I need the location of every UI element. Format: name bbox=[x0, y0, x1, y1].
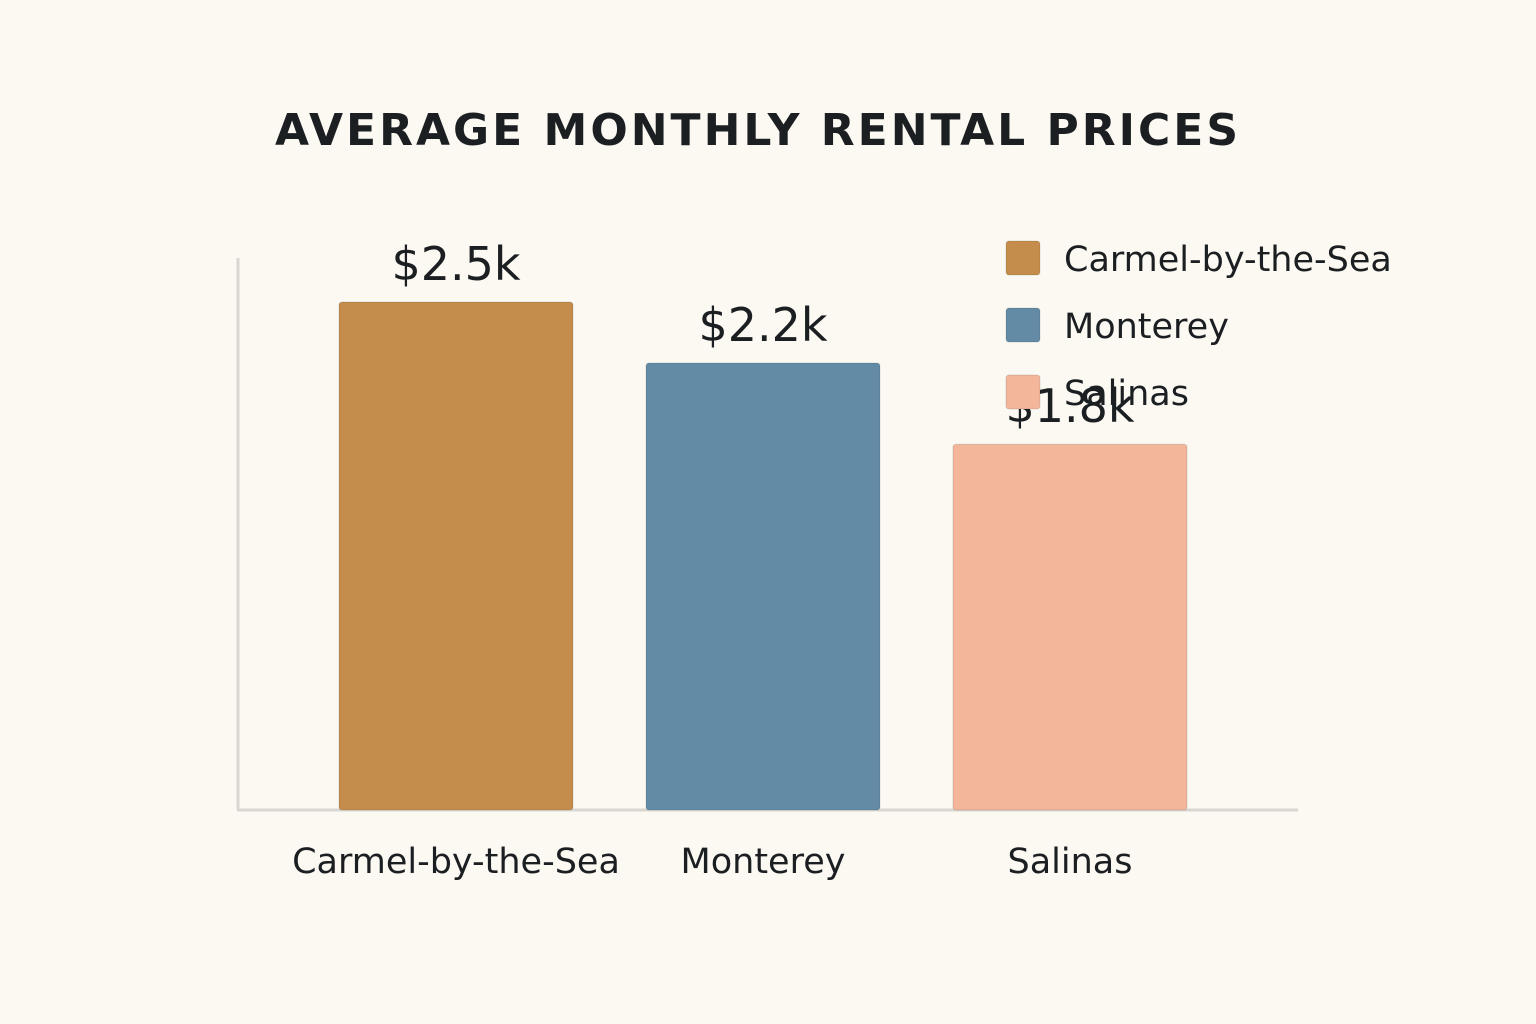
legend-label-carmel-by-the-sea: Carmel-by-the-Sea bbox=[1064, 240, 1392, 280]
x-tick-labels-group: Carmel-by-the-Sea Monterey Salinas bbox=[292, 842, 1132, 882]
legend-label-monterey: Monterey bbox=[1064, 307, 1229, 347]
bar-salinas bbox=[952, 443, 1188, 811]
legend-label-salinas: Salinas bbox=[1064, 374, 1189, 414]
chart-title: AVERAGE MONTHLY RENTAL PRICES bbox=[275, 105, 1241, 156]
legend: Carmel-by-the-Sea Monterey Salinas bbox=[1005, 240, 1392, 414]
legend-swatch-carmel-by-the-sea bbox=[1005, 240, 1041, 276]
x-tick-label-carmel-by-the-sea: Carmel-by-the-Sea bbox=[292, 842, 620, 882]
value-label-carmel-by-the-sea: $2.5k bbox=[391, 237, 520, 291]
x-tick-label-monterey: Monterey bbox=[681, 842, 846, 882]
bars-group bbox=[338, 301, 1188, 811]
x-tick-label-salinas: Salinas bbox=[1008, 842, 1133, 882]
bar-monterey bbox=[645, 362, 881, 811]
bar-carmel-by-the-sea bbox=[338, 301, 574, 811]
value-label-monterey: $2.2k bbox=[698, 298, 827, 352]
legend-swatch-monterey bbox=[1005, 307, 1041, 343]
legend-swatch-salinas bbox=[1005, 374, 1041, 410]
